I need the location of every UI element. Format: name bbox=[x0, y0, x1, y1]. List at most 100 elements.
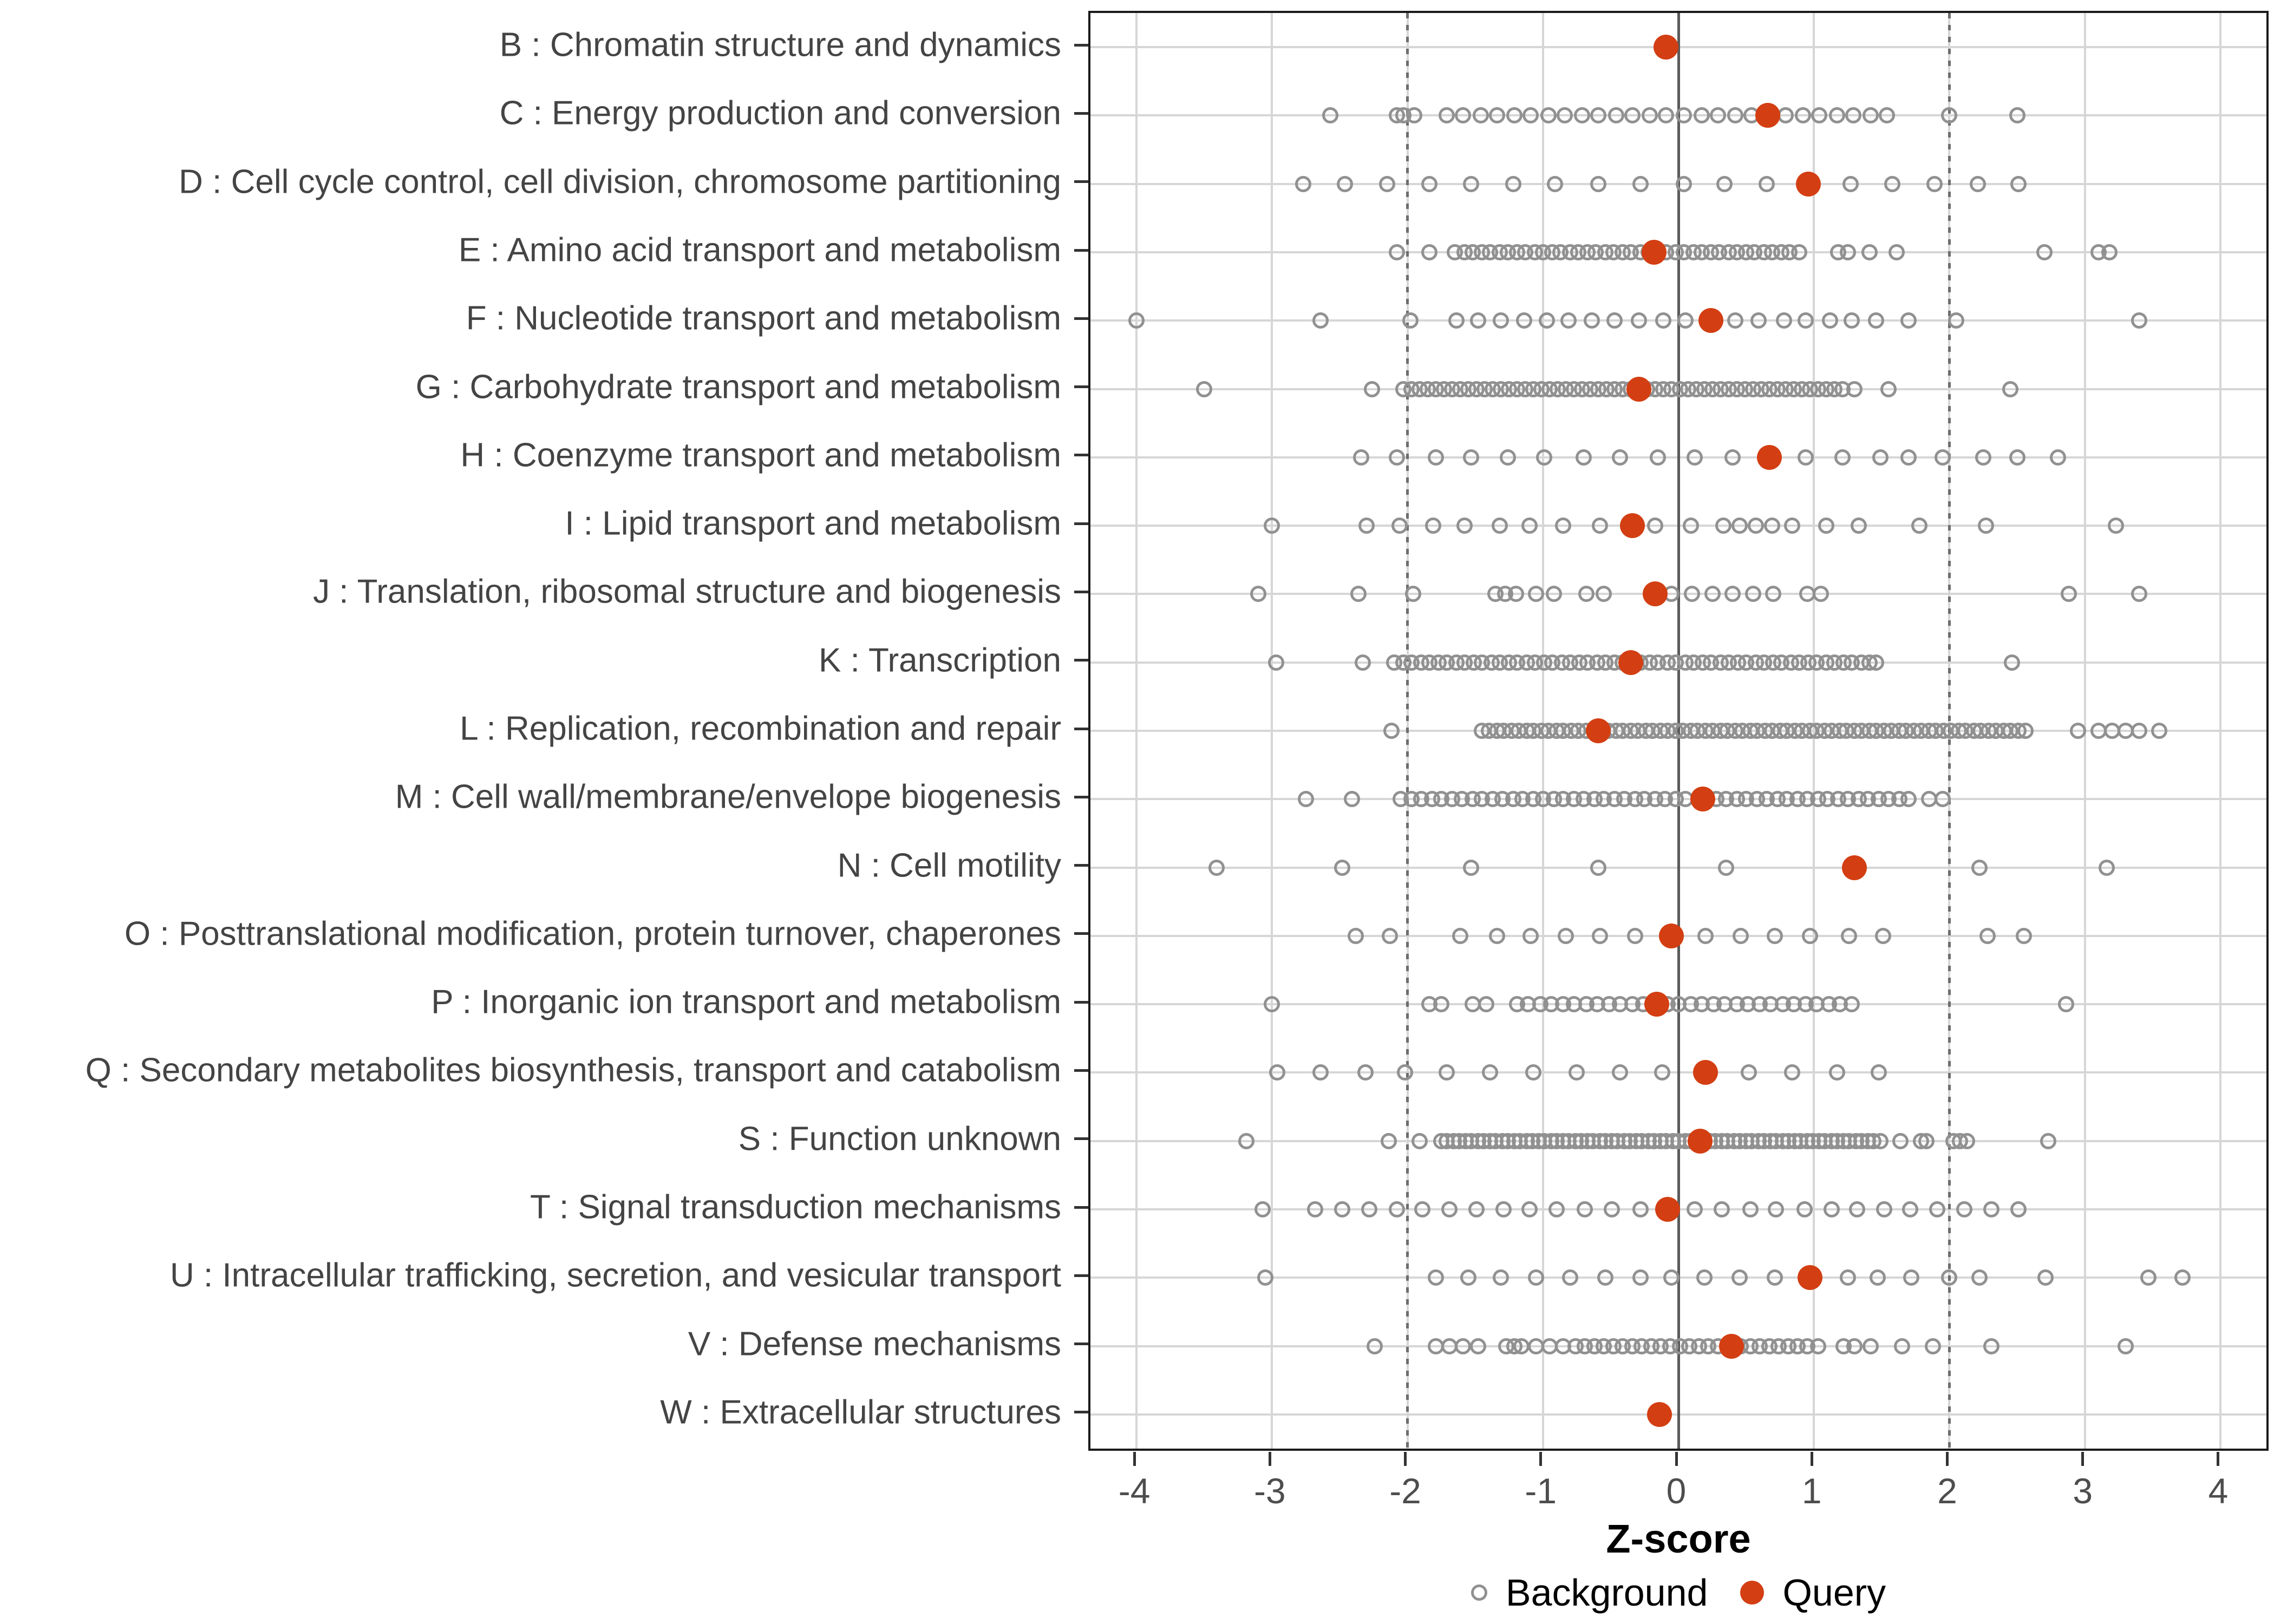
y-axis-tick bbox=[1074, 1000, 1088, 1004]
query-point bbox=[1626, 376, 1652, 402]
background-point bbox=[1795, 107, 1812, 124]
query-legend-icon bbox=[1740, 1581, 1765, 1605]
background-point bbox=[1606, 312, 1623, 329]
background-point bbox=[1717, 859, 1734, 876]
background-point bbox=[1380, 1132, 1397, 1149]
background-point bbox=[1704, 586, 1721, 603]
background-point bbox=[1612, 449, 1629, 466]
background-point bbox=[1540, 107, 1557, 124]
category-label: L : Replication, recombination and repai… bbox=[460, 710, 1061, 748]
background-point bbox=[1583, 312, 1600, 329]
query-point bbox=[1718, 1333, 1744, 1359]
category-label: O : Posttranslational modification, prot… bbox=[124, 915, 1061, 953]
background-point bbox=[1536, 449, 1553, 466]
background-point bbox=[1334, 1201, 1351, 1217]
query-point bbox=[1659, 923, 1684, 948]
query-point bbox=[1619, 513, 1645, 539]
background-point bbox=[2117, 1338, 2134, 1354]
background-point bbox=[2003, 654, 2020, 671]
background-point bbox=[1128, 312, 1145, 329]
background-point bbox=[1591, 518, 1608, 534]
background-point bbox=[1456, 518, 1473, 534]
query-point bbox=[1842, 855, 1867, 880]
background-point bbox=[2002, 381, 2019, 397]
background-point bbox=[1926, 175, 1943, 192]
background-point bbox=[1560, 312, 1577, 329]
background-point bbox=[1654, 1064, 1670, 1081]
background-point bbox=[1872, 1132, 1889, 1149]
background-point bbox=[1631, 312, 1648, 329]
y-axis-tick bbox=[1074, 590, 1088, 593]
background-point bbox=[1547, 175, 1564, 192]
background-point bbox=[1697, 927, 1714, 944]
background-point bbox=[1463, 449, 1480, 466]
background-point bbox=[1903, 1269, 1920, 1286]
x-axis-tick bbox=[1539, 1452, 1543, 1466]
background-point bbox=[1784, 1064, 1801, 1081]
background-point bbox=[2174, 1269, 2191, 1286]
background-point bbox=[1632, 175, 1649, 192]
background-point bbox=[1871, 1064, 1887, 1081]
background-point bbox=[2131, 586, 2147, 603]
x-tick-label: -3 bbox=[1253, 1471, 1286, 1511]
background-point bbox=[1684, 586, 1701, 603]
background-point bbox=[1900, 791, 1917, 808]
background-point bbox=[1845, 107, 1861, 124]
legend: Background Query bbox=[1088, 1571, 2269, 1614]
background-point bbox=[1391, 518, 1408, 534]
background-point bbox=[1663, 1269, 1680, 1286]
background-point bbox=[1499, 449, 1516, 466]
background-point bbox=[1267, 654, 1284, 671]
category-label: H : Coenzyme transport and metabolism bbox=[460, 436, 1061, 474]
category-label: K : Transcription bbox=[819, 641, 1061, 679]
background-point bbox=[1823, 1201, 1840, 1217]
background-point bbox=[1796, 1201, 1813, 1217]
background-point bbox=[1869, 1269, 1886, 1286]
category-label: F : Nucleotide transport and metabolism bbox=[466, 299, 1061, 337]
background-point bbox=[1741, 1064, 1757, 1081]
category-label: M : Cell wall/membrane/envelope biogenes… bbox=[395, 778, 1061, 816]
background-point bbox=[2070, 723, 2087, 739]
background-point bbox=[1353, 449, 1370, 466]
background-point bbox=[1971, 1269, 1988, 1286]
x-axis-tick bbox=[2081, 1452, 2084, 1466]
background-point bbox=[1515, 312, 1532, 329]
background-point bbox=[1892, 1132, 1909, 1149]
background-point bbox=[1724, 586, 1741, 603]
category-label: N : Cell motility bbox=[837, 847, 1061, 885]
background-point bbox=[1842, 175, 1859, 192]
query-point bbox=[1654, 35, 1679, 60]
background-point bbox=[1505, 175, 1521, 192]
category-label: E : Amino acid transport and metabolism bbox=[458, 231, 1061, 269]
background-point bbox=[1264, 996, 1280, 1013]
background-point bbox=[1839, 1269, 1856, 1286]
category-label: W : Extracellular structures bbox=[660, 1393, 1061, 1431]
category-label: J : Translation, ribosomal structure and… bbox=[313, 573, 1061, 611]
background-point bbox=[1676, 175, 1692, 192]
background-point bbox=[1798, 449, 1814, 466]
query-point bbox=[1688, 1128, 1713, 1154]
background-point bbox=[1561, 1269, 1578, 1286]
category-label: C : Energy production and conversion bbox=[499, 94, 1061, 132]
background-point bbox=[1463, 859, 1480, 876]
background-point bbox=[1402, 312, 1419, 329]
background-point bbox=[1900, 312, 1917, 329]
background-point bbox=[1254, 1201, 1271, 1217]
background-point bbox=[1983, 1338, 2000, 1354]
background-point bbox=[1548, 1201, 1565, 1217]
background-point bbox=[1983, 1201, 2000, 1217]
background-point bbox=[1513, 1338, 1530, 1354]
query-point bbox=[1655, 1197, 1680, 1222]
background-point bbox=[2060, 586, 2077, 603]
background-point bbox=[1469, 312, 1486, 329]
background-point bbox=[1747, 518, 1764, 534]
background-point bbox=[1528, 586, 1545, 603]
background-point bbox=[2037, 1269, 2054, 1286]
background-point bbox=[1716, 175, 1733, 192]
background-point bbox=[1978, 518, 1995, 534]
query-point bbox=[1796, 171, 1821, 197]
background-point bbox=[1971, 859, 1988, 876]
background-point bbox=[1334, 859, 1351, 876]
background-point bbox=[1469, 1338, 1486, 1354]
y-axis-labels: B : Chromatin structure and dynamics C : … bbox=[0, 11, 1061, 1451]
